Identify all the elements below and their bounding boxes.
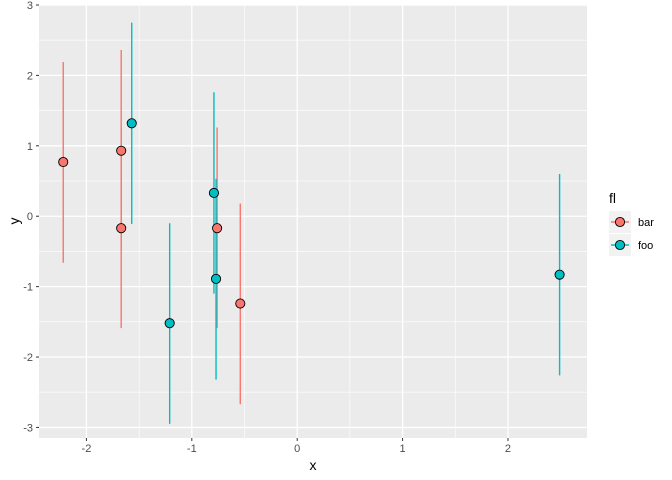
x-tick-label: -1: [187, 443, 197, 455]
y-tick-label: -3: [23, 422, 33, 434]
x-tick-label: 1: [400, 443, 406, 455]
x-tick-label: -2: [82, 443, 92, 455]
legend-title: fl: [609, 190, 616, 206]
point-bar: [235, 298, 246, 309]
plot-panel: [39, 5, 587, 438]
legend-label-bar: bar: [638, 217, 654, 229]
x-axis-title: x: [310, 457, 317, 473]
y-tick-label: 0: [27, 211, 33, 223]
point-foo: [164, 318, 175, 329]
point-foo: [208, 187, 219, 199]
legend-item-foo: foo: [609, 234, 653, 256]
y-tick-label: -2: [23, 352, 33, 364]
y-tick-label: 1: [27, 141, 33, 153]
point-foo: [554, 269, 565, 280]
x-tick-label: 2: [505, 443, 511, 455]
x-axis-ticks: -2 -1 0 1 2: [82, 438, 511, 455]
point-foo: [210, 273, 222, 284]
point-bar: [212, 223, 223, 234]
y-tick-label: -1: [23, 282, 33, 294]
legend-label-foo: foo: [638, 240, 653, 252]
legend-key-point: [614, 216, 626, 228]
y-axis-ticks: -3 -2 -1 0 1 2 3: [23, 0, 39, 434]
point-bar: [58, 156, 69, 168]
legend-keys: bar foo: [609, 211, 654, 256]
y-axis-title: y: [6, 218, 22, 225]
point-foo: [126, 118, 137, 129]
y-tick-label: 3: [27, 0, 33, 12]
legend-item-bar: bar: [609, 211, 654, 233]
point-bar: [116, 145, 127, 156]
data-points: [58, 118, 565, 329]
point-bar: [116, 223, 127, 234]
y-tick-label: 2: [27, 70, 33, 82]
major-grid: [39, 4, 587, 438]
legend: fl bar foo: [609, 190, 654, 256]
legend-key-point: [614, 239, 626, 251]
x-tick-label: 0: [294, 443, 300, 455]
error-bars: [62, 22, 561, 424]
minor-grid: [39, 5, 587, 438]
